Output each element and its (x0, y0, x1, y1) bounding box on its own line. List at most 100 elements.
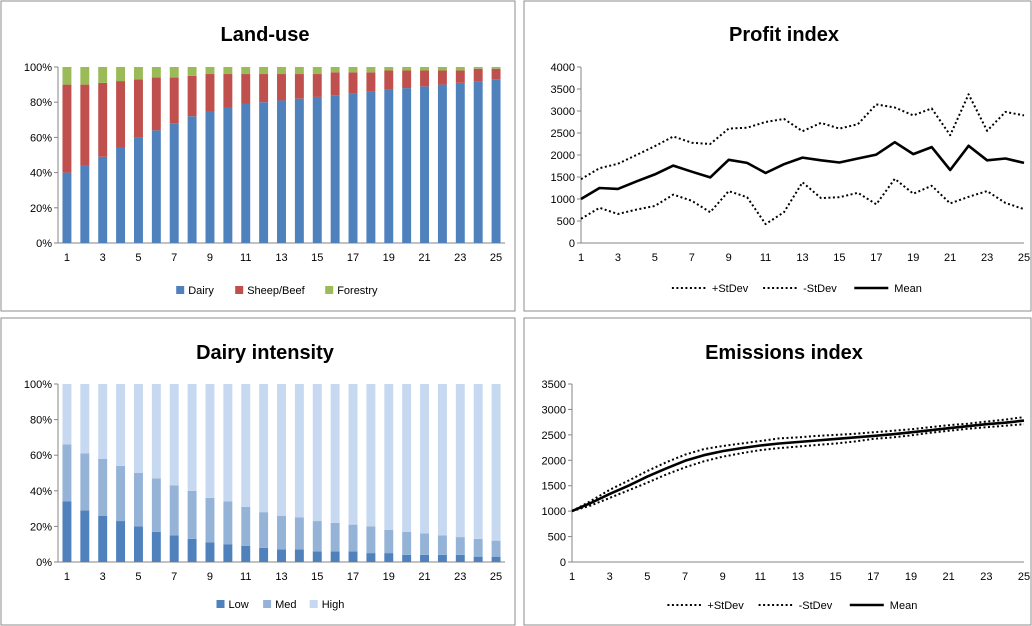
landuse-bar-sheep-beef-1 (62, 84, 72, 173)
dairy-y-tick-label: 40% (30, 486, 52, 498)
landuse-legend-swatch-sheepbeef (235, 286, 244, 294)
profit-y-tick-label: 1000 (551, 194, 575, 206)
emissions-x-tick-label: 5 (644, 571, 650, 583)
dairy-bar-low-13 (277, 549, 286, 562)
profit-chart-title: Profit index (729, 24, 839, 46)
dairy-x-tick-label: 15 (311, 571, 323, 583)
landuse-bar-forestry-22 (437, 67, 447, 71)
emissions-x-tick-label: 23 (980, 571, 992, 583)
dairy-bar-high-23 (455, 384, 465, 538)
dairy-legend-swatch-high (309, 600, 318, 608)
emissions-chart-panel: Emissions index 0 500 1000 1500 2000 2500 3000… (523, 317, 1032, 626)
landuse-bar-sheep-beef-22 (437, 70, 447, 85)
dairy-bar-high-20 (402, 384, 412, 532)
landuse-chart-border (0, 0, 516, 312)
dairy-bar-med-15 (312, 521, 322, 552)
landuse-bar-sheep-beef-7 (169, 77, 179, 124)
emissions-x-tick-label: 7 (682, 571, 688, 583)
landuse-x-tick-label: 13 (275, 252, 287, 264)
dairy-bar-med-7 (169, 485, 179, 536)
landuse-bar-sheep-beef-6 (151, 77, 161, 131)
dairy-bar-high-6 (151, 384, 161, 479)
profit-y-tick-label: 4000 (551, 62, 575, 74)
emissions-legend: +StDev -StDev Mean (667, 600, 917, 612)
landuse-x-tick-label: 1 (64, 252, 70, 264)
landuse-legend-label: Forestry (337, 285, 378, 297)
dairy-bar-low-12 (259, 547, 269, 562)
emissions-x-tick-label: 21 (943, 571, 955, 583)
landuse-bar-forestry-12 (259, 67, 269, 75)
dairy-bar-med-21 (420, 533, 430, 555)
emissions-x-tick-label: 3 (607, 571, 613, 583)
landuse-bar-sheep-beef-8 (187, 75, 197, 117)
landuse-bar-forestry-2 (80, 67, 90, 85)
landuse-bar-forestry-15 (312, 67, 322, 75)
landuse-bar-sheep-beef-5 (133, 79, 143, 138)
landuse-x-tick-label: 21 (418, 252, 430, 264)
profit-x-tick-label: 23 (981, 252, 993, 264)
landuse-bar-sheep-beef-25 (491, 68, 501, 80)
dairy-bar-med-11 (241, 506, 251, 546)
profit-y-tick-label: 3000 (551, 106, 575, 118)
emissions-x-tick-label: 1 (569, 571, 575, 583)
dairy-intensity-chart-title: Dairy intensity (196, 342, 335, 364)
profit-y-tick-label: 500 (557, 216, 575, 228)
landuse-bar-dairy-25 (491, 79, 501, 243)
profit-y-tick-label: 2000 (551, 150, 575, 162)
profit-x-tick-label: 21 (944, 252, 956, 264)
dairy-x-tick-label: 21 (418, 571, 430, 583)
dairy-legend-swatch-low (216, 600, 225, 608)
dairy-bar-high-1 (62, 384, 72, 445)
dairy-x-tick-label: 19 (383, 571, 395, 583)
landuse-bar-sheep-beef-23 (455, 70, 465, 83)
landuse-bar-forestry-13 (277, 67, 286, 75)
landuse-x-tick-label: 11 (240, 252, 251, 264)
profit-x-tick-label: 19 (907, 252, 919, 264)
emissions-line-mean (571, 419, 1025, 513)
landuse-bar-forestry-3 (98, 67, 108, 83)
dairy-bar-low-19 (384, 553, 394, 562)
landuse-bar-forestry-8 (187, 67, 197, 76)
emissions-y-tick-label: 1000 (542, 506, 566, 518)
dairy-x-tick-label: 9 (207, 571, 213, 583)
dairy-bar-high-21 (420, 384, 430, 534)
emissions-chart-border (523, 317, 1032, 626)
dairy-bar-high-17 (348, 384, 358, 525)
landuse-bar-forestry-23 (455, 67, 465, 71)
landuse-chart-panel: Land-use 0%20%40%60%80%100%1 3 5 7 9 11 13 15 17… (0, 0, 516, 312)
dairy-intensity-chart-border (0, 317, 516, 626)
landuse-bar-dairy-5 (133, 137, 143, 243)
profit-y-tick-label: 1500 (551, 172, 575, 184)
emissions-y-tick-label: 500 (548, 532, 566, 544)
landuse-bar-dairy-2 (80, 165, 90, 243)
dairy-bar-low-1 (62, 501, 72, 562)
dairy-bar-low-3 (98, 515, 108, 562)
dairy-bar-med-3 (98, 458, 108, 516)
dairy-bar-med-16 (330, 522, 340, 552)
landuse-bar-dairy-10 (223, 107, 233, 243)
landuse-bar-forestry-11 (241, 67, 251, 75)
dairy-y-tick-label: 60% (30, 450, 52, 462)
emissions-x-tick-label: 9 (720, 571, 726, 583)
landuse-x-tick-label: 7 (171, 252, 177, 264)
landuse-bar-dairy-17 (348, 93, 358, 244)
profit-x-tick-label: 13 (796, 252, 808, 264)
landuse-x-tick-label: 23 (454, 252, 466, 264)
emissions-y-tick-label: 3000 (542, 404, 566, 416)
dairy-bar-med-10 (223, 501, 233, 545)
landuse-bar-dairy-22 (437, 84, 447, 243)
landuse-bar-sheep-beef-11 (241, 74, 251, 104)
dairy-bar-high-2 (80, 384, 90, 454)
landuse-bar-forestry-9 (205, 67, 215, 75)
profit-x-tick-label: 1 (578, 252, 584, 264)
profit-x-tick-label: 17 (870, 252, 882, 264)
landuse-bar-forestry-21 (420, 67, 430, 71)
dairy-legend-label: Low (229, 599, 249, 611)
emissions-x-tick-label: 13 (792, 571, 804, 583)
landuse-bar-sheep-beef-21 (420, 70, 430, 87)
dairy-bar-low-24 (473, 556, 483, 562)
emissions-legend-label: -StDev (799, 600, 833, 612)
landuse-legend-swatch-forestry (325, 286, 334, 294)
dairy-bar-high-13 (277, 384, 286, 516)
dairy-x-tick-label: 23 (454, 571, 466, 583)
